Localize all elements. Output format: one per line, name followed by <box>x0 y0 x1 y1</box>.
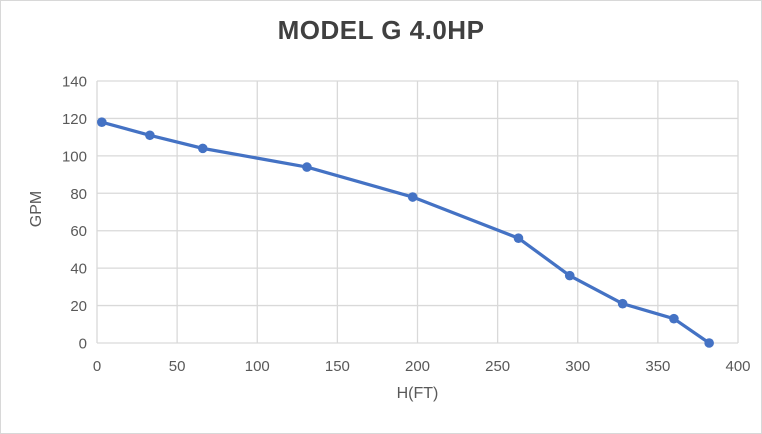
x-tick-label: 350 <box>645 358 670 375</box>
data-point-marker <box>97 117 107 127</box>
x-tick-label: 100 <box>245 358 270 375</box>
x-tick-label: 200 <box>405 358 430 375</box>
data-point-marker <box>302 162 312 172</box>
x-tick-label: 150 <box>325 358 350 375</box>
y-tick-label: 140 <box>62 74 87 91</box>
data-point-marker <box>669 313 679 324</box>
y-tick-label: 20 <box>70 298 87 315</box>
y-tick-label: 60 <box>70 223 87 240</box>
y-tick-label: 80 <box>70 186 87 203</box>
x-tick-label: 250 <box>485 358 510 375</box>
x-tick-label: 300 <box>565 358 590 375</box>
chart-title: MODEL G 4.0HP <box>277 15 485 45</box>
x-tick-label: 50 <box>169 358 186 375</box>
y-tick-label: 100 <box>62 148 87 165</box>
y-axis-title: GPM <box>28 190 45 228</box>
y-tick-label: 40 <box>70 261 87 278</box>
data-point-marker <box>145 130 155 141</box>
x-tick-label: 0 <box>93 358 101 375</box>
data-point-marker <box>197 143 208 154</box>
x-tick-label: 400 <box>725 358 750 375</box>
y-tick-label: 120 <box>62 111 87 128</box>
y-tick-label: 0 <box>79 336 87 353</box>
data-point-marker <box>564 270 575 281</box>
data-point-marker <box>407 192 418 202</box>
series-line <box>100 120 711 345</box>
x-axis-title: H(FT) <box>396 385 439 402</box>
data-point-marker <box>617 298 628 309</box>
data-point-marker <box>704 338 714 348</box>
data-point-marker <box>513 233 524 243</box>
